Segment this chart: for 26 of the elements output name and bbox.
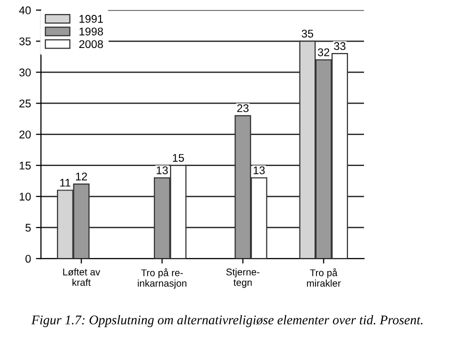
x-tick-label: Stjerne- tegn	[226, 268, 260, 288]
text: Figur 1.7: Oppslutning om alternativreligiøse elementer over tid. Prosent.	[31, 315, 422, 328]
data-label: 33	[334, 42, 346, 50]
data-label: 13	[156, 166, 168, 174]
y-tick-label: 40	[19, 6, 31, 14]
y-tick-label: 0	[25, 254, 31, 263]
legend-label: 2008	[79, 40, 103, 48]
legend-label: 1991	[80, 14, 103, 23]
data-label: 12	[76, 172, 87, 180]
data-label: 32	[318, 48, 330, 56]
y-tick-label: 25	[19, 100, 31, 108]
data-label: 23	[237, 104, 249, 112]
y-tick-label: 35	[19, 37, 31, 46]
data-label: 35	[302, 30, 314, 38]
y-tick-label: 5	[25, 224, 31, 232]
data-label: 11	[60, 178, 70, 187]
y-tick-label: 15	[20, 162, 31, 170]
x-tick-label: Tro på mirakler	[306, 268, 341, 287]
y-tick-label: 20	[19, 130, 31, 138]
x-tick-label: Løftet av kraft	[63, 268, 100, 286]
y-tick-label: 30	[19, 68, 31, 76]
data-label: 15	[172, 154, 184, 162]
legend-label: 1998	[80, 28, 103, 36]
y-tick-label: 10	[20, 192, 31, 201]
x-tick-label: Tro på re- inkarnasjon	[138, 268, 186, 289]
data-label: 13	[254, 166, 265, 174]
